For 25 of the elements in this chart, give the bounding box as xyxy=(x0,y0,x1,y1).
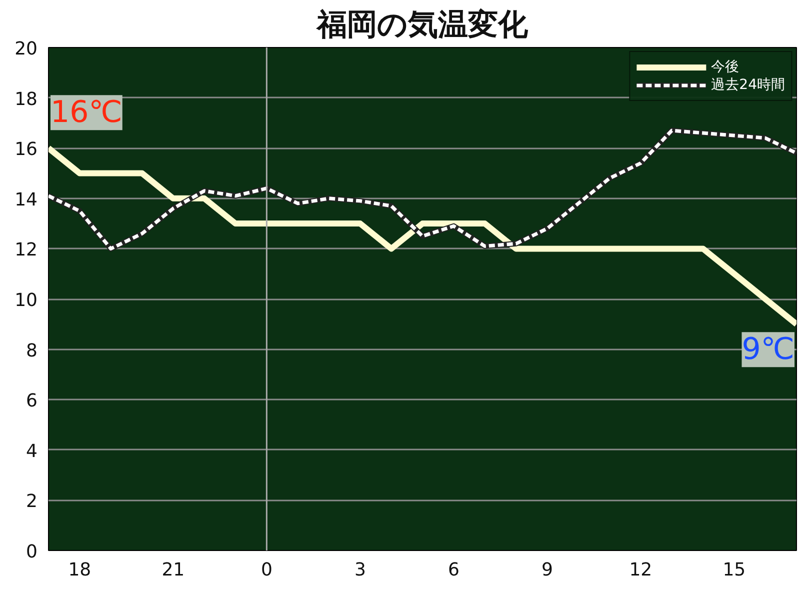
x-tick-label: 15 xyxy=(722,560,746,580)
y-tick-label: 0 xyxy=(26,542,38,562)
y-tick-label: 8 xyxy=(26,340,38,362)
line-series xyxy=(48,128,796,252)
y-tick-label: 10 xyxy=(14,290,38,311)
legend-label: 過去24時間 xyxy=(711,76,785,94)
y-tick-label: 4 xyxy=(26,440,38,462)
y-tick-label: 18 xyxy=(14,88,38,110)
x-tick-label: 6 xyxy=(448,560,460,580)
x-tick-label: 21 xyxy=(162,560,185,580)
y-tick-label: 12 xyxy=(14,240,38,261)
x-tick-label: 0 xyxy=(260,560,272,580)
legend-label: 今後 xyxy=(711,58,740,76)
x-tick-label: 18 xyxy=(68,560,92,580)
y-tick-label: 2 xyxy=(26,491,38,512)
chart-title: 福岡の気温変化 xyxy=(315,8,529,42)
y-tick-label: 20 xyxy=(14,38,38,60)
x-tick-label: 3 xyxy=(354,560,366,580)
y-tick-label: 6 xyxy=(26,390,38,412)
x-tick-label: 12 xyxy=(629,560,652,580)
x-tick-label: 9 xyxy=(541,560,553,580)
annotation: 16℃ xyxy=(50,95,122,130)
annotation: 9℃ xyxy=(742,332,795,368)
y-tick-label: 14 xyxy=(14,189,38,210)
y-tick-label: 16 xyxy=(14,139,38,160)
